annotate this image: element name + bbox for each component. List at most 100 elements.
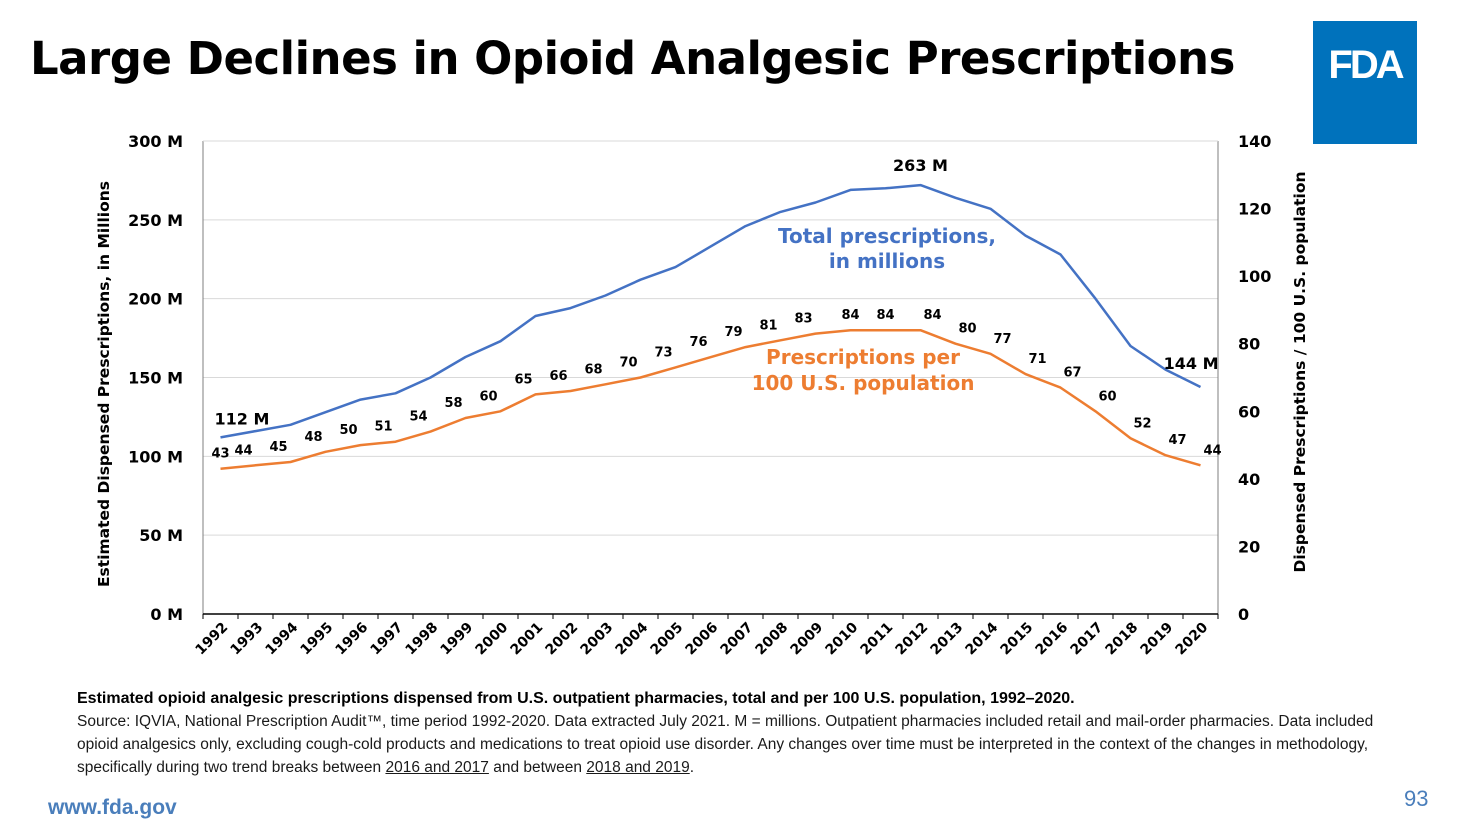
y-left-tick-label: 250 M [128, 211, 183, 230]
per-capita-value-label: 84 [841, 308, 859, 323]
x-tick-label: 2015 [997, 620, 1036, 659]
series-label-per-capita-line-2: 100 U.S. population [752, 371, 975, 395]
x-tick-label: 1995 [297, 620, 336, 659]
per-capita-value-label: 50 [339, 423, 357, 438]
x-tick-label: 2003 [577, 620, 616, 659]
y-right-tick-label: 140 [1238, 132, 1271, 151]
x-tick-label: 2009 [787, 620, 826, 659]
series-line-total [220, 183, 1202, 439]
x-tick-label: 1996 [332, 620, 371, 659]
per-capita-value-label: 65 [514, 372, 532, 387]
per-capita-value-label: 68 [584, 362, 602, 377]
series-label-total: Total prescriptions, in millions [778, 224, 996, 273]
per-capita-value-label: 60 [1098, 389, 1116, 404]
per-capita-value-label: 44 [1203, 443, 1221, 458]
y-axis-right-title: Dispensed Prescriptions / 100 U.S. popul… [1291, 171, 1309, 572]
x-tick-label: 2018 [1102, 620, 1141, 659]
per-capita-value-label: 83 [794, 312, 812, 327]
y-axis-left-title: Estimated Dispensed Prescriptions, in Mi… [95, 181, 113, 587]
x-tick-label: 1997 [367, 620, 406, 659]
x-tick-label: 2012 [892, 620, 931, 659]
per-capita-value-label: 76 [689, 335, 707, 350]
caption-trend-break-2: 2018 and 2019 [586, 759, 690, 776]
caption-source-text-mid: and between [488, 759, 587, 776]
x-tick-label: 2002 [542, 620, 581, 659]
series-label-total-line-2: in millions [829, 249, 945, 273]
x-tick-label: 2017 [1067, 620, 1106, 659]
per-capita-value-label: 84 [923, 308, 941, 323]
x-tick-label: 1998 [402, 620, 441, 659]
series-label-total-line-1: Total prescriptions, [778, 224, 996, 248]
y-right-tick-label: 40 [1238, 470, 1260, 489]
x-tick-label: 2005 [647, 620, 686, 659]
x-tick-label: 2008 [752, 620, 791, 659]
per-capita-value-label: 51 [374, 420, 392, 435]
x-tick-label: 1999 [437, 620, 476, 659]
chart-caption: Estimated opioid analgesic prescriptions… [77, 687, 1417, 779]
y-left-tick-label: 100 M [128, 447, 183, 466]
per-capita-value-label: 67 [1063, 366, 1081, 381]
caption-source-text: Source: IQVIA, National Prescription Aud… [77, 713, 1374, 776]
y-left-tick-label: 150 M [128, 369, 183, 388]
caption-trend-break-1: 2016 and 2017 [385, 759, 489, 776]
page-number: 93 [1404, 786, 1429, 811]
x-tick-label: 1994 [262, 619, 301, 658]
x-tick-label: 2004 [612, 619, 651, 658]
series-line-per-capita [220, 328, 1201, 470]
gridlines [203, 140, 1218, 536]
series-label-per-capita: Prescriptions per 100 U.S. population [752, 345, 975, 395]
per-capita-value-label: 84 [876, 308, 894, 323]
caption-title: Estimated opioid analgesic prescriptions… [77, 690, 1075, 707]
fda-logo: FDA [1313, 21, 1417, 144]
y-left-tick-label: 50 M [139, 526, 183, 545]
data-labels: 43 44 45 48 50 51 54 58 60 65 66 68 70 73 76 79 81 83 84 84… [211, 156, 1221, 462]
x-tick-label: 2010 [822, 619, 861, 658]
x-tick-label: 2020 [1172, 619, 1211, 658]
y-right-tick-label: 0 [1238, 605, 1249, 624]
per-capita-value-label: 47 [1168, 433, 1186, 448]
y-left-tick-label: 300 M [128, 132, 183, 151]
y-right-tick-label: 60 [1238, 402, 1260, 421]
x-tick-label: 2000 [472, 619, 511, 658]
x-tick-label: 2013 [927, 620, 966, 659]
x-tick-label: 2019 [1137, 620, 1176, 659]
per-capita-value-label: 70 [619, 356, 637, 371]
per-capita-value-label: 48 [304, 430, 322, 445]
y-right-tick-label: 100 [1238, 267, 1271, 286]
x-tick-label: 2001 [507, 620, 546, 659]
x-tick-label: 1992 [192, 620, 231, 659]
x-tick-label: 2007 [717, 620, 756, 659]
per-capita-value-label: 54 [409, 410, 427, 425]
per-capita-value-label: 45 [269, 440, 287, 455]
opioid-prescriptions-line-chart: 0 M 50 M 100 M 150 M 200 M 250 M 300 M 0 20 40 60 8… [95, 132, 1309, 659]
per-capita-value-label: 79 [724, 325, 742, 340]
footer-url[interactable]: www.fda.gov [48, 796, 177, 819]
per-capita-value-label: 81 [759, 318, 777, 333]
per-capita-value-label: 77 [993, 332, 1011, 347]
total-point-label: 263 M [893, 156, 948, 175]
x-tick-label: 1993 [227, 620, 266, 659]
series-label-per-capita-line-1: Prescriptions per [766, 345, 960, 369]
y-right-tick-label: 80 [1238, 335, 1260, 354]
per-capita-value-label: 43 [211, 447, 229, 462]
per-capita-value-label: 44 [234, 443, 252, 458]
y-left-tick-label: 0 M [150, 605, 183, 624]
per-capita-value-label: 73 [654, 345, 672, 360]
per-capita-value-label: 52 [1133, 416, 1151, 431]
caption-source-text-end: . [689, 759, 695, 776]
y-right-tick-label: 20 [1238, 537, 1260, 556]
x-tick-label: 2016 [1032, 620, 1071, 659]
y-right-tick-label: 120 [1238, 200, 1271, 219]
per-capita-value-label: 66 [549, 369, 567, 384]
per-capita-value-label: 60 [479, 389, 497, 404]
per-capita-value-label: 58 [444, 396, 462, 411]
y-left-tick-label: 200 M [128, 290, 183, 309]
fda-logo-text: FDA [1328, 43, 1404, 87]
total-point-label: 144 M [1164, 354, 1219, 373]
series-lines [220, 183, 1202, 470]
x-tick-label: 2006 [682, 620, 721, 659]
slide-title: Large Declines in Opioid Analgesic Presc… [30, 32, 1235, 85]
per-capita-value-label: 80 [958, 322, 976, 337]
x-tick-label: 2014 [962, 619, 1001, 658]
